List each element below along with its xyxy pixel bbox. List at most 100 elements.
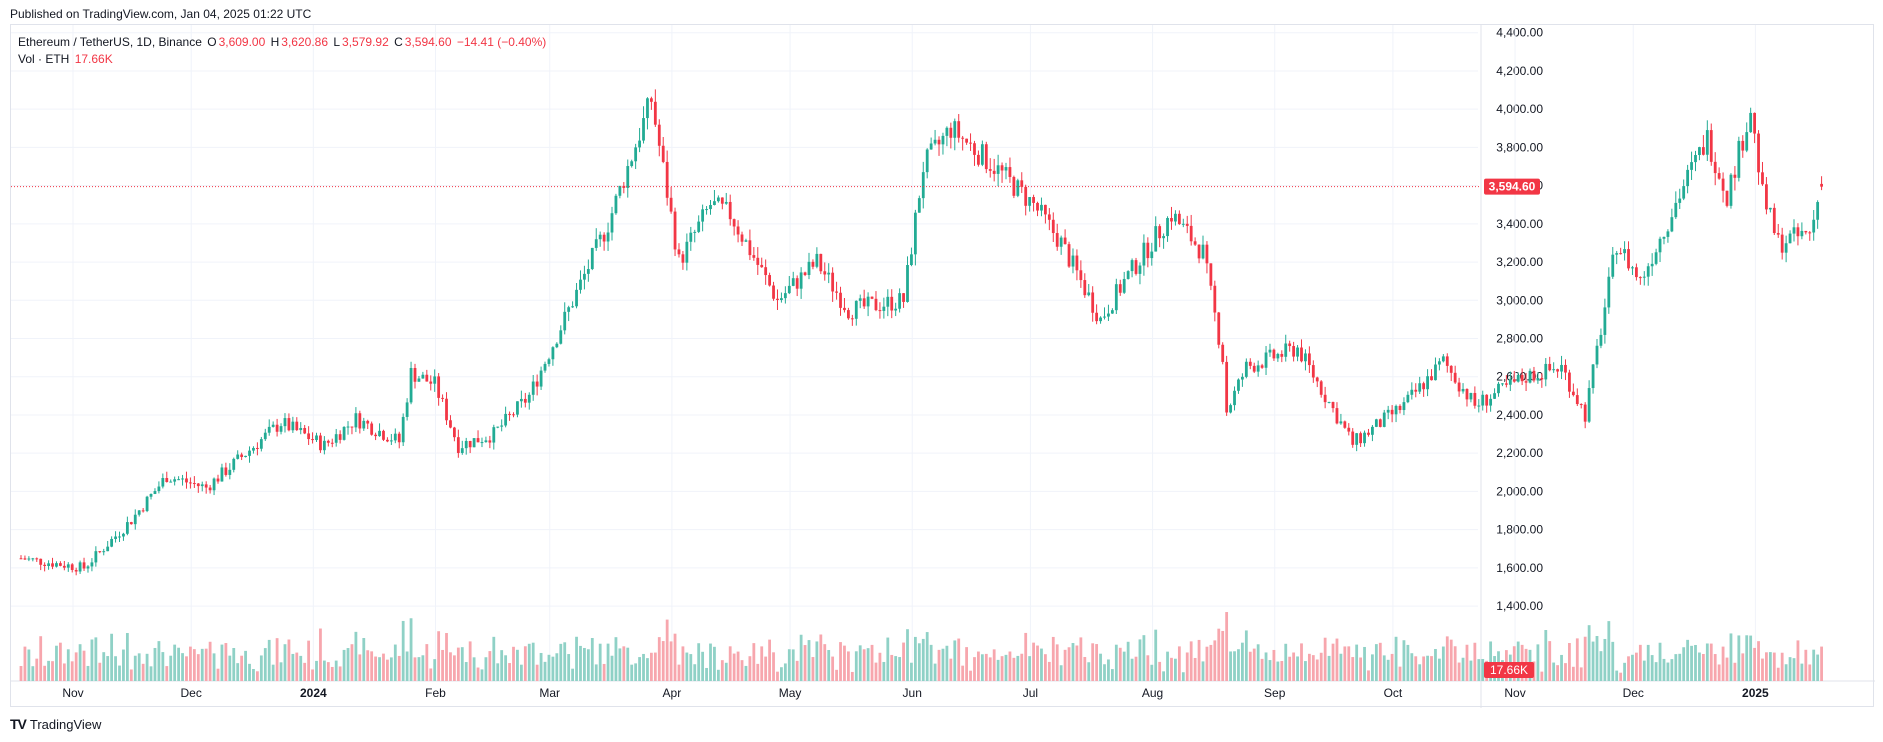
volume-bar	[228, 655, 232, 681]
volume-bar	[1319, 652, 1323, 681]
volume-bar	[1701, 653, 1705, 681]
candle-body	[1698, 147, 1701, 156]
candle-body	[1414, 389, 1418, 392]
candle-body	[1099, 317, 1102, 322]
volume-bar	[1055, 644, 1059, 681]
candle-body	[1055, 233, 1059, 247]
candle-body	[287, 418, 291, 431]
volume-bar	[1434, 649, 1437, 681]
volume-bar	[752, 643, 756, 681]
volume-bar	[1028, 656, 1032, 681]
candle-body	[1473, 392, 1477, 406]
tradingview-logo[interactable]: TV TradingView	[10, 716, 101, 732]
candle-body	[271, 424, 275, 427]
candle-body	[192, 483, 196, 485]
candle-body	[496, 426, 500, 428]
candle-body	[850, 318, 854, 320]
candle-body	[1276, 353, 1280, 359]
candle-body	[1631, 267, 1634, 269]
volume-bar	[1441, 646, 1445, 681]
candle-body	[299, 427, 303, 431]
volume-bar	[850, 671, 854, 681]
candle-body	[1390, 409, 1394, 415]
volume-bar	[106, 656, 110, 681]
volume-bar	[646, 658, 649, 681]
candle-body	[1788, 233, 1792, 244]
candle-body	[1142, 242, 1146, 266]
volume-bar	[677, 664, 681, 681]
time-tick-label: Aug	[1142, 686, 1163, 700]
volume-bar	[681, 646, 685, 681]
candle-body	[969, 142, 972, 144]
volume-bar	[1548, 641, 1552, 681]
volume-bar	[1678, 653, 1682, 681]
volume-bar	[764, 656, 768, 681]
candle-body	[417, 378, 421, 382]
candle-body	[1768, 207, 1772, 210]
candle-body	[697, 221, 701, 232]
volume-bar	[397, 655, 401, 681]
volume-bar	[1737, 635, 1741, 681]
volume-bar	[917, 643, 921, 681]
volume-bar	[1363, 646, 1366, 681]
candle-body	[1233, 390, 1236, 406]
volume-bar	[1044, 654, 1047, 681]
candle-body	[1205, 244, 1209, 264]
time-tick-label: May	[779, 686, 802, 700]
legend-vol-label[interactable]: Vol · ETH	[18, 52, 70, 66]
candle-body	[1209, 263, 1213, 286]
chart-canvas[interactable]: 1,400.00 1,600.00 1,800.00 2,000.00 2,200.00…	[11, 25, 1875, 708]
volume-bar	[370, 651, 374, 681]
last-volume-badge	[1484, 662, 1534, 678]
volume-bar	[204, 648, 208, 681]
volume-bar	[1083, 657, 1087, 681]
volume-bar	[161, 652, 165, 681]
candle-body	[437, 376, 441, 398]
candle-body	[106, 546, 110, 552]
candle-body	[527, 394, 531, 403]
legend-change: −14.41 (−0.40%)	[456, 35, 547, 49]
candle-body	[1560, 364, 1563, 372]
volume-bar	[709, 643, 712, 681]
candle-body	[1552, 369, 1556, 371]
volume-bar	[1071, 643, 1075, 681]
volume-bar	[583, 647, 586, 681]
volume-bar	[1816, 654, 1820, 681]
candle-body	[547, 359, 551, 364]
volume-bar	[669, 641, 673, 681]
candle-body	[1177, 213, 1181, 225]
volume-bar	[90, 639, 94, 681]
volume-bar	[1174, 658, 1177, 681]
candle-body	[693, 231, 697, 233]
legend-symbol[interactable]: Ethereum / TetherUS, 1D, Binance	[18, 35, 202, 49]
volume-bar	[1323, 637, 1327, 681]
volume-bar	[716, 669, 720, 681]
volume-bar	[543, 661, 547, 681]
candle-body	[1733, 174, 1737, 178]
volume-bar	[996, 659, 1000, 681]
candle-body	[977, 154, 980, 165]
volume-bar	[1158, 661, 1162, 681]
candle-body	[898, 293, 902, 309]
volume-bar	[886, 637, 890, 681]
candle-body	[780, 298, 783, 301]
volume-bar	[1378, 642, 1382, 681]
volume-bar	[1126, 641, 1130, 681]
volume-bar	[224, 643, 228, 681]
candle-body	[543, 363, 547, 371]
candle-body	[1122, 278, 1126, 293]
candle-body	[973, 143, 976, 155]
candle-body	[1516, 374, 1520, 382]
candle-body	[1063, 237, 1067, 245]
candle-body	[370, 423, 374, 435]
volume-bar	[39, 636, 43, 681]
candle-body	[472, 438, 476, 448]
candle-body	[917, 198, 921, 213]
candle-body	[1181, 223, 1185, 225]
candle-body	[665, 161, 669, 198]
volume-bar	[334, 660, 338, 681]
candle-body	[1595, 345, 1599, 365]
volume-bar	[1812, 649, 1816, 681]
candle-body	[1784, 243, 1788, 253]
chart-frame[interactable]: 1,400.00 1,600.00 1,800.00 2,000.00 2,200.00…	[10, 24, 1875, 708]
